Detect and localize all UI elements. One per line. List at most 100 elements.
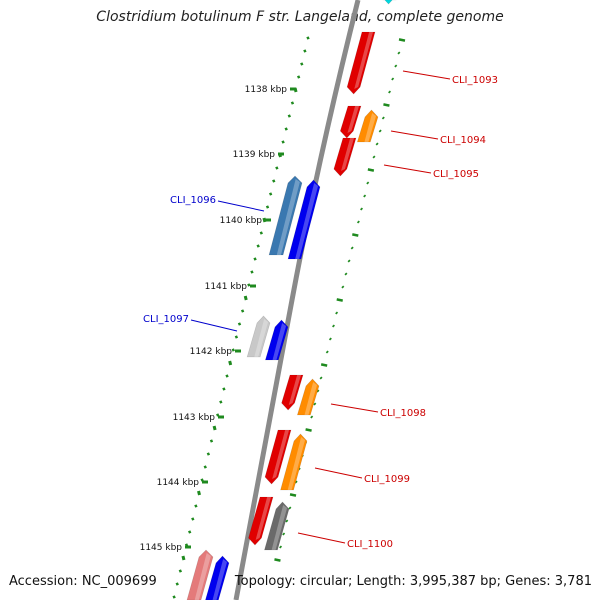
scale-tick bbox=[297, 75, 301, 79]
scale-tick bbox=[243, 295, 248, 301]
gene-pink-bottom[interactable] bbox=[186, 549, 214, 600]
scale-label: 1141 kbp bbox=[205, 282, 248, 292]
gene-label[interactable]: CLI_1098 bbox=[380, 408, 426, 419]
scale-tick bbox=[209, 439, 214, 443]
scale-tick bbox=[282, 532, 286, 536]
scale-tick bbox=[172, 595, 176, 599]
scale-tick bbox=[197, 490, 201, 496]
scale-tick bbox=[336, 298, 343, 302]
scale-tick bbox=[367, 168, 375, 172]
gene-cli-1099[interactable] bbox=[280, 433, 308, 491]
scale-tick bbox=[360, 207, 364, 211]
gene-labels: CLI_1093 CLI_1094 CLI_1095 CLI_1098 CLI_1099… bbox=[143, 75, 498, 550]
scale-label: 1144 kbp bbox=[157, 478, 200, 488]
scale-label: 1140 kbp bbox=[220, 216, 263, 226]
scale-tick bbox=[328, 337, 332, 341]
gene-cli-1096-steel[interactable] bbox=[268, 175, 303, 256]
leader-line bbox=[402, 70, 451, 80]
scale-tick bbox=[247, 283, 251, 287]
scale-tick bbox=[203, 465, 207, 469]
scale-tick bbox=[231, 348, 235, 352]
scale-tick bbox=[284, 127, 288, 131]
scale-tick bbox=[175, 582, 179, 586]
scale-tick bbox=[285, 519, 289, 523]
scale-tick bbox=[225, 374, 229, 378]
scale-tick bbox=[305, 428, 312, 432]
scale-tick bbox=[320, 363, 328, 367]
gene-label[interactable]: CLI_1097 bbox=[143, 314, 189, 325]
scale-tick bbox=[375, 142, 379, 146]
scale-tick bbox=[300, 62, 304, 66]
scale-tick bbox=[194, 504, 198, 508]
gene-cli-1098-red[interactable] bbox=[281, 374, 304, 411]
scale-tick bbox=[206, 452, 211, 456]
gene-cyan-top[interactable] bbox=[382, 0, 397, 5]
gene-label[interactable]: CLI_1095 bbox=[433, 169, 479, 180]
gene-cli-1095[interactable] bbox=[333, 137, 357, 177]
scale-tick bbox=[268, 192, 273, 196]
scale-tick bbox=[279, 545, 283, 549]
gene-label[interactable]: CLI_1094 bbox=[440, 135, 486, 146]
scale-tick bbox=[222, 387, 226, 391]
gene-label[interactable]: CLI_1100 bbox=[347, 539, 393, 550]
gene-cli-1099-red[interactable] bbox=[264, 429, 292, 485]
scale-tick bbox=[265, 205, 270, 209]
gene-cli-1100[interactable] bbox=[264, 501, 290, 551]
scale-tick bbox=[275, 166, 279, 170]
leader-line bbox=[314, 467, 363, 479]
gene-label[interactable]: CLI_1093 bbox=[452, 75, 498, 86]
scale-tick bbox=[212, 425, 217, 431]
scale-tick bbox=[319, 376, 323, 380]
topology-label: Topology: circular; Length: 3,995,387 bp… bbox=[234, 574, 592, 589]
scale-tick bbox=[272, 179, 276, 183]
scale-tick bbox=[256, 244, 260, 248]
scale-tick bbox=[191, 517, 195, 521]
scale-tick bbox=[383, 103, 390, 107]
gene-cli-1098[interactable] bbox=[296, 378, 320, 416]
label-leader-lines bbox=[190, 70, 451, 544]
gene-cli-1097-gray[interactable] bbox=[246, 315, 271, 358]
gene-label[interactable]: CLI_1099 bbox=[364, 474, 410, 485]
leader-line bbox=[383, 164, 432, 174]
gene-cli-1096[interactable] bbox=[287, 179, 321, 260]
scale-tick bbox=[381, 116, 385, 120]
leader-line bbox=[190, 319, 238, 332]
scale-tick bbox=[388, 90, 392, 94]
scale-tick bbox=[259, 231, 263, 235]
scale-tick bbox=[253, 257, 257, 261]
scale-tick bbox=[240, 309, 245, 313]
scale-tick bbox=[310, 415, 314, 419]
scale-tick bbox=[344, 272, 348, 276]
scale-label: 1138 kbp bbox=[245, 85, 288, 95]
scale-tick bbox=[228, 360, 233, 366]
scale-tick bbox=[398, 38, 406, 42]
scale-tick bbox=[181, 555, 186, 561]
genome-backbone bbox=[233, 0, 361, 600]
scale-tick bbox=[350, 246, 354, 250]
scale-tick bbox=[341, 285, 345, 289]
scale-tick bbox=[313, 402, 317, 406]
scale-tick bbox=[290, 101, 295, 105]
scale-label: 1142 kbp bbox=[190, 347, 233, 357]
scale-tick bbox=[287, 114, 291, 118]
scale-tick bbox=[237, 322, 242, 326]
genome-title: Clostridium botulinum F str. Langeland, … bbox=[96, 9, 504, 25]
leader-line bbox=[330, 403, 379, 413]
scale-tick bbox=[274, 558, 281, 562]
leader-line bbox=[297, 532, 346, 544]
gene-cli-1097[interactable] bbox=[265, 319, 289, 361]
gene-blue-bottom[interactable] bbox=[205, 555, 230, 600]
gene-cli-1094[interactable] bbox=[356, 109, 379, 143]
scale-tick bbox=[347, 259, 351, 263]
gene-label[interactable]: CLI_1096 bbox=[170, 195, 216, 206]
scale-ticks-left bbox=[172, 36, 310, 599]
scale-label: 1143 kbp bbox=[173, 413, 216, 423]
scale-tick bbox=[372, 155, 376, 159]
gene-cli-1100-red[interactable] bbox=[248, 496, 274, 546]
gene-cli-1093[interactable] bbox=[346, 31, 376, 95]
scale-label: 1145 kbp bbox=[140, 543, 183, 553]
scale-tick bbox=[325, 350, 329, 354]
scale-tick bbox=[289, 493, 297, 497]
gene-cli-1094-red[interactable] bbox=[339, 105, 362, 139]
